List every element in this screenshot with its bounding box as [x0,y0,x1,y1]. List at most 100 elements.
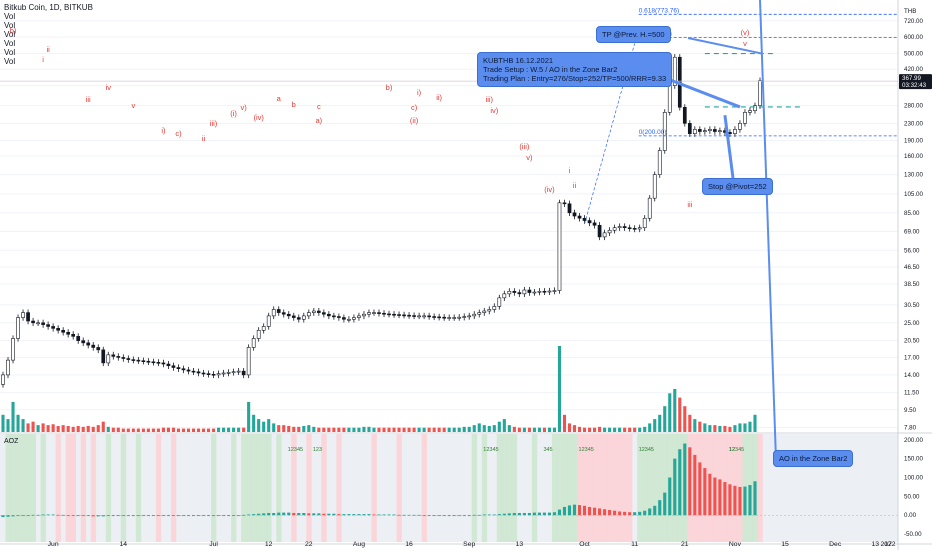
volume-bar [698,421,702,432]
indicator-bar [728,484,732,516]
candle-body [432,316,436,318]
candle-body [587,220,592,224]
candle-body [672,56,677,86]
indicator-bar [176,515,181,517]
volume-bar [587,427,592,432]
indicator-bar [648,508,652,516]
volume-bar [497,421,501,432]
candle-body [231,371,236,374]
candle-body [171,365,176,368]
indicator-bar [593,507,597,516]
indicator-tick-label: 50.00 [904,493,920,500]
indicator-bar [587,506,592,516]
volume-bar [738,423,742,432]
volume-bar [482,425,486,432]
wave-label: (iv) [544,185,555,194]
volume-bar [41,423,45,432]
indicator-bar [181,515,186,517]
indicator-bar [452,515,456,517]
volume-bar [723,425,727,432]
zone-band [10,434,16,542]
candle-body [733,129,737,134]
candle-body [141,360,146,362]
indicator-bar [36,514,40,516]
candle-body [537,290,542,293]
indicator-bar [156,515,160,517]
candle-body [61,329,66,333]
ao-pointer [759,0,777,461]
last-price-badge [899,74,932,90]
candle-body [377,312,381,314]
candle-body [692,129,697,134]
volume-bar [683,406,687,432]
candle-body [76,336,81,341]
zone-mark: 12345 [483,447,498,453]
stop-callout[interactable]: Stop @Pivot=252 [702,178,773,195]
indicator-bar [457,515,461,517]
candle-body [582,217,587,221]
zone-band [65,434,71,542]
candle-body [622,226,627,229]
volume-bar [638,427,642,432]
volume-bar [186,428,191,432]
trade-setup-callout[interactable]: KUBTHB 16.12.2021 Trade Setup : W.5 / AO … [477,52,673,87]
wave-label: c) [411,103,418,112]
indicator-bar [422,515,426,517]
indicator-tick-label: 0.00 [904,512,917,519]
candle-body [56,328,60,331]
candle-body [26,312,30,322]
x-tick-label: Oct [579,541,590,548]
candle-body [151,361,156,364]
indicator-bar [387,514,391,516]
volume-bar [412,427,416,432]
zone-band [572,434,578,542]
price-tick-label: 420.00 [904,66,923,73]
x-tick-label: 15 [781,541,789,548]
price-tick-label: 230.00 [904,120,923,127]
indicator-bar [96,515,100,517]
wave-label: iii [687,200,692,209]
zone-band [231,434,237,542]
candle-body [316,310,321,313]
volume-bar [753,414,757,432]
ao-zone-callout[interactable]: AO in the Zone Bar2 [773,450,854,467]
indicator-bar [327,513,331,516]
indicator-bar [572,504,577,516]
candle-body [442,316,447,319]
volume-bar [467,426,471,432]
zone-band [597,434,603,542]
tp-callout[interactable]: TP @Prev. H.=500 [596,26,671,43]
candle-body [462,316,467,318]
volume-bar [713,425,717,432]
volume-bar [593,427,597,432]
volume-bar [362,426,366,432]
candle-body [321,312,326,315]
countdown-label: 03:32:43 [902,82,927,89]
zone-band [15,434,21,542]
candle-body [577,215,582,219]
candle-body [332,315,336,318]
candle-body [176,367,181,370]
indicator-bar [512,512,516,516]
indicator-bar [362,514,366,516]
zone-band [501,434,508,542]
indicator-bar [91,515,95,517]
volume-bar [262,421,266,432]
candle-body [637,227,642,230]
candle-body [743,112,747,124]
volume-bar [287,425,291,432]
indicator-bar [532,512,536,516]
indicator-bar [688,447,692,516]
volume-bar [472,425,476,432]
indicator-tick-label: 100.00 [904,475,923,482]
wave-label: a) [315,116,322,125]
zone-band [617,434,623,542]
zone-band [30,434,36,542]
candle-body [682,106,687,124]
zone-band [266,434,272,542]
indicator-tick-label: -50.00 [904,531,922,538]
indicator-bar [407,514,411,516]
candle-body [161,362,166,365]
candle-body [738,123,742,130]
